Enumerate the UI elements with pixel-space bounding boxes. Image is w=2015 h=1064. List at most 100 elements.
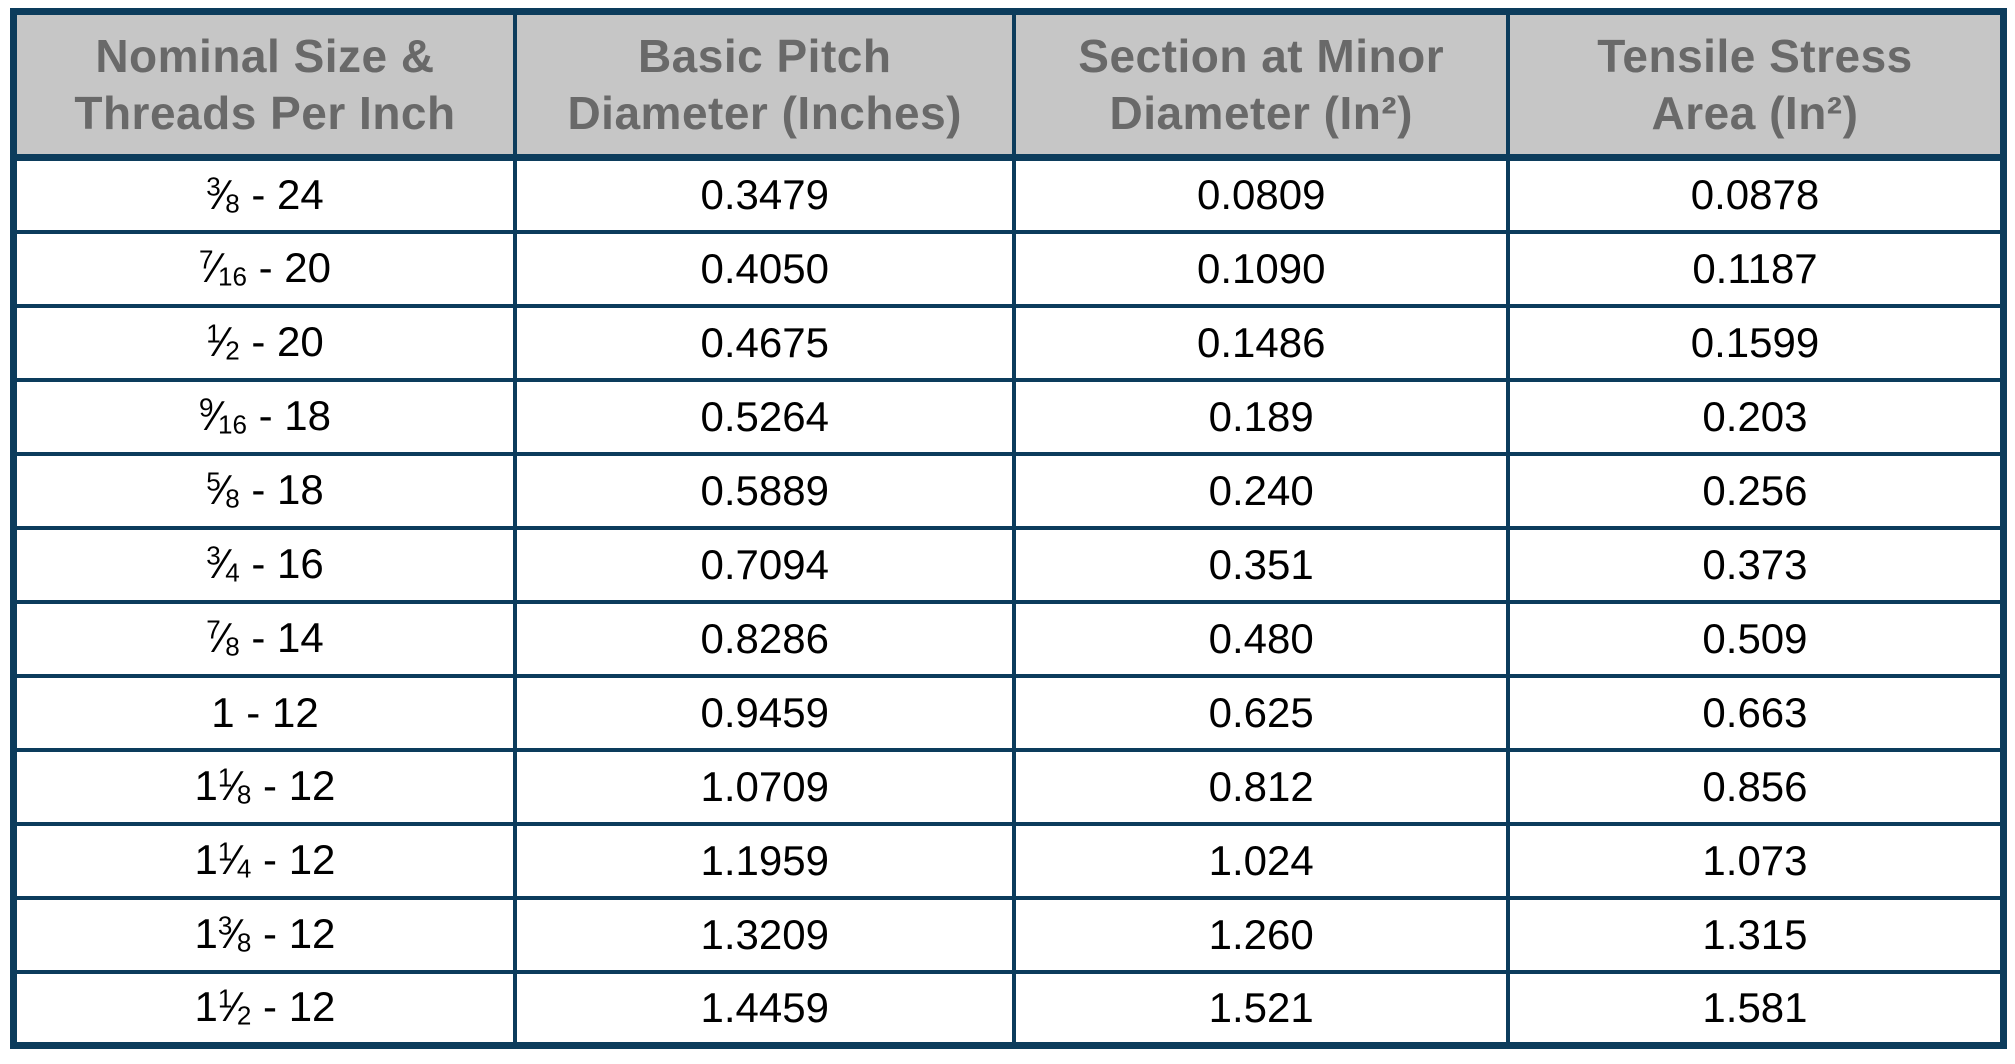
table-row: 3⁄8 - 24 0.3479 0.0809 0.0878 xyxy=(11,155,2006,234)
fraction-numerator: 3 xyxy=(217,910,233,941)
col-header-tensile-stress-area: Tensile Stress Area (In²) xyxy=(1505,9,2006,161)
fraction-denominator: 2 xyxy=(225,335,240,366)
tensile-stress-area-cell: 0.509 xyxy=(1505,599,2006,678)
tensile-stress-area-cell: 1.315 xyxy=(1505,895,2006,974)
basic-pitch-diameter-cell: 1.0709 xyxy=(512,747,1017,826)
header-line: Tensile Stress xyxy=(1597,30,1913,83)
table-row: 7⁄8 - 14 0.8286 0.480 0.509 xyxy=(11,599,2006,678)
tensile-stress-area-cell: 0.856 xyxy=(1505,747,2006,826)
table-row: 7⁄16 - 20 0.4050 0.1090 0.1187 xyxy=(11,229,2006,308)
table-row: 11⁄2 - 12 1.4459 1.521 1.581 xyxy=(11,969,2006,1048)
tensile-stress-area-cell: 0.663 xyxy=(1505,673,2006,752)
table-header: Nominal Size & Threads Per Inch Basic Pi… xyxy=(11,9,2006,161)
nominal-size-cell: 3⁄4 - 16 xyxy=(11,525,517,604)
table-row: 9⁄16 - 18 0.5264 0.189 0.203 xyxy=(11,377,2006,456)
col-header-section-at-minor-diameter: Section at Minor Diameter (In²) xyxy=(1012,9,1510,161)
nominal-size-cell: 1⁄2 - 20 xyxy=(11,303,517,382)
fraction-denominator: 8 xyxy=(236,927,252,958)
nominal-size-cell: 7⁄8 - 14 xyxy=(11,599,517,678)
fraction-numerator: 7 xyxy=(198,244,214,275)
tensile-stress-area-cell: 0.256 xyxy=(1505,451,2006,530)
basic-pitch-diameter-cell: 0.8286 xyxy=(512,599,1017,678)
table-row: 5⁄8 - 18 0.5889 0.240 0.256 xyxy=(11,451,2006,530)
basic-pitch-diameter-cell: 1.3209 xyxy=(512,895,1017,974)
tensile-stress-area-cell: 0.1187 xyxy=(1505,229,2006,308)
fraction-denominator: 8 xyxy=(225,188,240,219)
fraction-denominator: 8 xyxy=(225,631,240,662)
section-at-minor-diameter-cell: 0.1486 xyxy=(1012,303,1510,382)
fraction-denominator: 2 xyxy=(236,1001,252,1032)
fraction-numerator: 5 xyxy=(206,466,221,497)
fraction-slash: ⁄ xyxy=(212,392,220,440)
section-at-minor-diameter-cell: 0.189 xyxy=(1012,377,1510,456)
header-line: Diameter (Inches) xyxy=(567,86,962,139)
nominal-size-cell: 11⁄4 - 12 xyxy=(11,821,517,900)
fraction-denominator: 8 xyxy=(225,483,240,514)
header-line: Area (In²) xyxy=(1651,86,1859,139)
header-line: Diameter (In²) xyxy=(1109,86,1413,139)
tensile-stress-area-cell: 0.373 xyxy=(1505,525,2006,604)
table-row: 3⁄4 - 16 0.7094 0.351 0.373 xyxy=(11,525,2006,604)
col-header-nominal-size: Nominal Size & Threads Per Inch xyxy=(11,9,517,161)
fraction-slash: ⁄ xyxy=(231,836,239,884)
nominal-size-cell: 3⁄8 - 24 xyxy=(11,155,517,234)
tensile-stress-area-cell: 1.581 xyxy=(1505,969,2006,1048)
section-at-minor-diameter-cell: 0.351 xyxy=(1012,525,1510,604)
fraction-numerator: 9 xyxy=(198,392,214,423)
nominal-size-cell: 1 - 12 xyxy=(11,673,517,752)
fraction-numerator: 1 xyxy=(206,318,221,349)
fraction-slash: ⁄ xyxy=(212,244,220,292)
header-row: Nominal Size & Threads Per Inch Basic Pi… xyxy=(11,9,2006,161)
fraction-denominator: 8 xyxy=(236,779,252,810)
table-body: 3⁄8 - 24 0.3479 0.0809 0.0878 7⁄16 - 20 0.405… xyxy=(11,155,2006,1048)
tensile-stress-area-cell: 0.0878 xyxy=(1505,155,2006,234)
nominal-size-cell: 11⁄2 - 12 xyxy=(11,969,517,1048)
col-header-basic-pitch-diameter: Basic Pitch Diameter (Inches) xyxy=(512,9,1017,161)
basic-pitch-diameter-cell: 0.9459 xyxy=(512,673,1017,752)
nominal-size-cell: 11⁄8 - 12 xyxy=(11,747,517,826)
section-at-minor-diameter-cell: 1.521 xyxy=(1012,969,1510,1048)
section-at-minor-diameter-cell: 1.260 xyxy=(1012,895,1510,974)
fraction-slash: ⁄ xyxy=(219,318,227,366)
fraction-slash: ⁄ xyxy=(219,170,227,218)
fraction-slash: ⁄ xyxy=(231,910,239,958)
fraction-slash: ⁄ xyxy=(219,540,227,588)
fraction-numerator: 3 xyxy=(206,171,221,202)
table-row: 1 - 12 0.9459 0.625 0.663 xyxy=(11,673,2006,752)
fraction-slash: ⁄ xyxy=(219,614,227,662)
section-at-minor-diameter-cell: 0.812 xyxy=(1012,747,1510,826)
fraction-numerator: 7 xyxy=(206,614,221,645)
basic-pitch-diameter-cell: 0.5264 xyxy=(512,377,1017,456)
basic-pitch-diameter-cell: 0.5889 xyxy=(512,451,1017,530)
fraction-slash: ⁄ xyxy=(231,762,239,810)
table-row: 13⁄8 - 12 1.3209 1.260 1.315 xyxy=(11,895,2006,974)
basic-pitch-diameter-cell: 1.1959 xyxy=(512,821,1017,900)
section-at-minor-diameter-cell: 0.625 xyxy=(1012,673,1510,752)
tensile-stress-area-cell: 0.1599 xyxy=(1505,303,2006,382)
tensile-stress-area-cell: 0.203 xyxy=(1505,377,2006,456)
thread-spec-table: Nominal Size & Threads Per Inch Basic Pi… xyxy=(10,8,2007,1049)
basic-pitch-diameter-cell: 0.7094 xyxy=(512,525,1017,604)
fraction-numerator: 1 xyxy=(217,762,233,793)
header-line: Nominal Size & xyxy=(95,30,435,83)
section-at-minor-diameter-cell: 0.240 xyxy=(1012,451,1510,530)
tensile-stress-area-cell: 1.073 xyxy=(1505,821,2006,900)
fraction-slash: ⁄ xyxy=(219,466,227,514)
fraction-denominator: 4 xyxy=(225,557,240,588)
basic-pitch-diameter-cell: 0.4050 xyxy=(512,229,1017,308)
fraction-slash: ⁄ xyxy=(231,983,239,1031)
table-row: 11⁄4 - 12 1.1959 1.024 1.073 xyxy=(11,821,2006,900)
fraction-denominator: 4 xyxy=(236,853,252,884)
nominal-size-cell: 9⁄16 - 18 xyxy=(11,377,517,456)
nominal-size-cell: 5⁄8 - 18 xyxy=(11,451,517,530)
fraction-denominator: 16 xyxy=(217,261,247,292)
header-line: Section at Minor xyxy=(1078,30,1445,83)
nominal-size-cell: 13⁄8 - 12 xyxy=(11,895,517,974)
basic-pitch-diameter-cell: 1.4459 xyxy=(512,969,1017,1048)
section-at-minor-diameter-cell: 1.024 xyxy=(1012,821,1510,900)
section-at-minor-diameter-cell: 0.1090 xyxy=(1012,229,1510,308)
table-row: 1⁄2 - 20 0.4675 0.1486 0.1599 xyxy=(11,303,2006,382)
section-at-minor-diameter-cell: 0.0809 xyxy=(1012,155,1510,234)
section-at-minor-diameter-cell: 0.480 xyxy=(1012,599,1510,678)
basic-pitch-diameter-cell: 0.4675 xyxy=(512,303,1017,382)
